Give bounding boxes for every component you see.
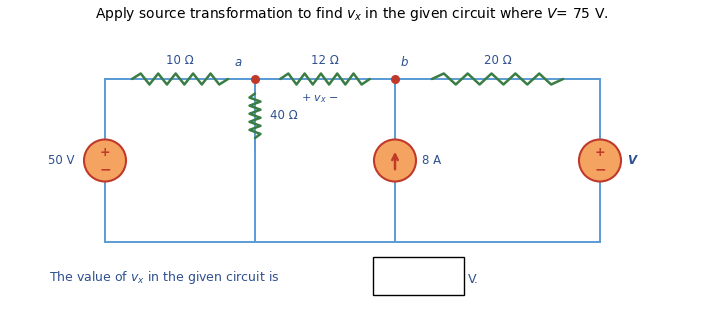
Circle shape	[84, 139, 126, 181]
Text: Apply source transformation to find $v_x$ in the given circuit where $V$= 75 V.: Apply source transformation to find $v_x…	[95, 5, 608, 23]
Text: V.: V.	[467, 273, 478, 286]
Text: The value of $v_x$ in the given circuit is: The value of $v_x$ in the given circuit …	[49, 269, 280, 286]
Text: +: +	[595, 145, 605, 159]
Text: a: a	[235, 56, 242, 69]
Text: 8 A: 8 A	[422, 154, 441, 167]
Text: −: −	[594, 162, 606, 176]
Text: 20 Ω: 20 Ω	[484, 54, 511, 67]
Text: b: b	[401, 56, 408, 69]
Text: + $v_x$ $-$: + $v_x$ $-$	[301, 92, 339, 105]
Text: 50 V: 50 V	[49, 154, 75, 167]
Circle shape	[374, 139, 416, 181]
Text: 12 Ω: 12 Ω	[311, 54, 339, 67]
FancyBboxPatch shape	[373, 257, 464, 295]
Circle shape	[579, 139, 621, 181]
Text: 10 Ω: 10 Ω	[166, 54, 194, 67]
Text: +: +	[100, 145, 110, 159]
Text: −: −	[99, 162, 111, 176]
Text: 40 Ω: 40 Ω	[270, 109, 298, 122]
Text: V: V	[627, 154, 636, 167]
